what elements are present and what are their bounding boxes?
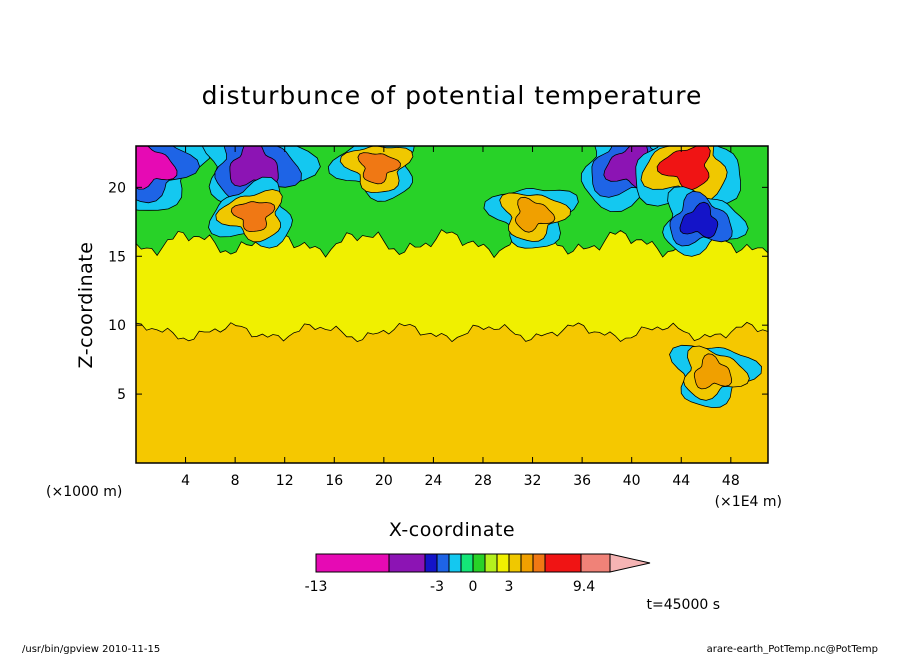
colorbar-label: 9.4 — [573, 579, 595, 595]
colorbar-cell — [544, 553, 582, 573]
colorbar-cell — [580, 553, 611, 573]
plot-frame — [135, 145, 769, 464]
x-tick-label: 4 — [181, 473, 190, 489]
x-tick-label: 16 — [325, 473, 343, 489]
x-unit-right: (×1E4 m) — [715, 494, 782, 510]
x-tick-label: 8 — [231, 473, 240, 489]
x-tick-label: 40 — [623, 473, 641, 489]
extremum-8 — [679, 201, 719, 239]
colorbar-cell — [520, 553, 534, 573]
x-tick-label: 44 — [672, 473, 690, 489]
colorbar-label: 0 — [469, 579, 478, 595]
x-tick-label: 36 — [573, 473, 591, 489]
colorbar-cell — [532, 553, 546, 573]
x-tick-label: 28 — [474, 473, 492, 489]
x-unit-left: (×1000 m) — [46, 484, 122, 500]
extremum-6 — [514, 196, 556, 233]
y-axis-label: Z-coordinate — [75, 242, 97, 369]
x-axis-label: X-coordinate — [389, 519, 515, 541]
colorbar-cell — [424, 553, 438, 573]
y-tick-label: 5 — [117, 387, 126, 403]
footer-left: /usr/bin/gpview 2010-11-15 — [22, 644, 160, 654]
x-tick-label: 32 — [524, 473, 542, 489]
extremum-3 — [656, 146, 711, 191]
extremum-4 — [230, 201, 276, 233]
colorbar-cell — [460, 553, 474, 573]
x-tick-label: 20 — [375, 473, 393, 489]
y-tick-label: 10 — [108, 318, 126, 334]
chart-title: disturbunce of potential temperature — [202, 81, 703, 110]
x-tick-label: 12 — [276, 473, 294, 489]
colorbar-label: -3 — [430, 579, 444, 595]
extremum-7 — [693, 353, 733, 390]
extremum-0 — [136, 146, 178, 190]
y-tick-label: 20 — [108, 180, 126, 196]
colorbar-cell — [448, 553, 462, 573]
colorbar-cell — [472, 553, 486, 573]
footer-right: arare-earth_PotTemp.nc@PotTemp — [707, 644, 878, 654]
colorbar-cell — [388, 553, 426, 573]
colorbar-label: -13 — [305, 579, 328, 595]
colorbar-cell — [315, 553, 390, 573]
region-lower-layer — [136, 321, 768, 463]
colorbar-extend — [609, 553, 651, 573]
extremum-5 — [357, 152, 401, 185]
colorbar-cell — [436, 553, 450, 573]
time-label: t=45000 s — [647, 597, 721, 613]
y-tick-label: 15 — [108, 249, 126, 265]
x-tick-label: 24 — [424, 473, 442, 489]
colorbar: -13 -3 0 3 9.4 — [305, 553, 651, 595]
colorbar-cell — [496, 553, 510, 573]
colorbar-cell — [508, 553, 522, 573]
x-tick-label: 48 — [722, 473, 740, 489]
colorbar-cell — [484, 553, 498, 573]
colorbar-label: 3 — [505, 579, 514, 595]
